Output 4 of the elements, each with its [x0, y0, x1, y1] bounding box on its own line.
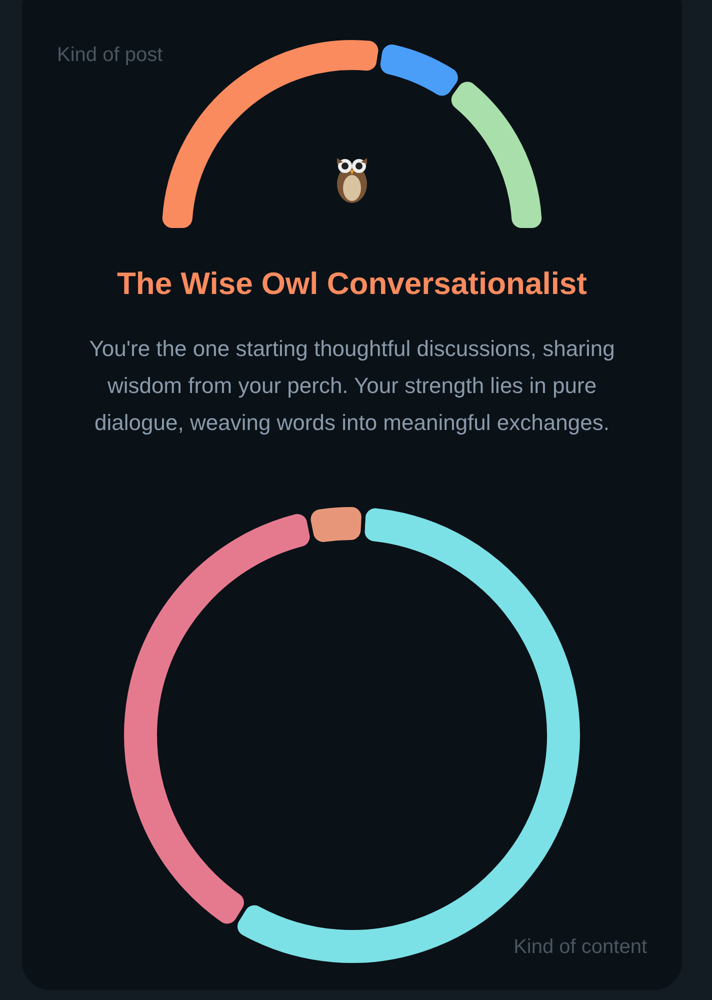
text: The Wise Owl Conversationalist	[116, 266, 588, 302]
chart-title: Kind of post	[57, 44, 164, 66]
text: Kind of content	[514, 936, 648, 958]
text: You're the one starting thoughtful discussions, sharing wisdom from your perch. Your strength lies in pure dialogue, weaving words into meaningful exchanges.	[88, 335, 616, 437]
